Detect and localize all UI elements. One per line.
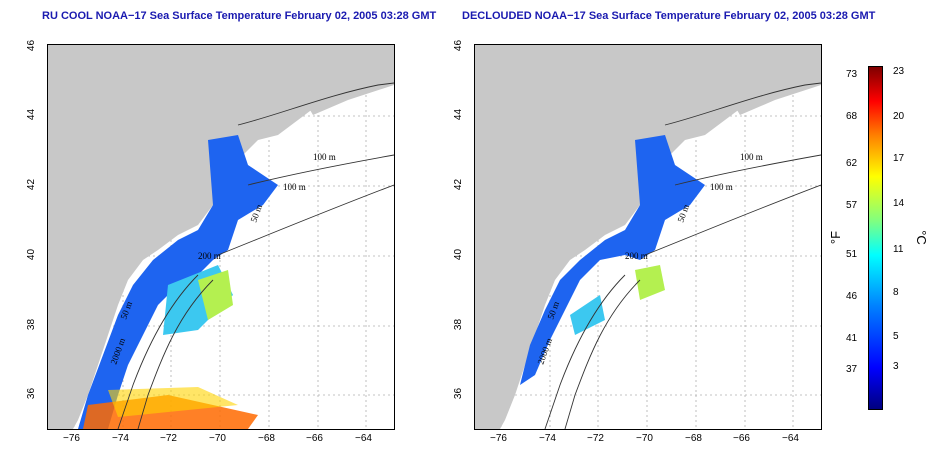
x-tick-label: −72 xyxy=(160,433,177,444)
celsius-tick: 11 xyxy=(893,244,904,255)
x-tick-label: −68 xyxy=(258,433,275,444)
y-tick-label: 38 xyxy=(453,318,465,331)
temperature-colorbar xyxy=(868,66,883,410)
nova-scotia xyxy=(725,60,821,115)
contour-label-200m: 200 m xyxy=(198,251,221,261)
y-tick-label: 44 xyxy=(26,108,38,121)
y-tick-label: 38 xyxy=(26,318,38,331)
sst-cold-water xyxy=(520,135,705,385)
sst-warm-water xyxy=(198,270,233,320)
x-tick-label: −72 xyxy=(587,433,604,444)
x-tick-label: −76 xyxy=(490,433,507,444)
contour-label-100m-east: 100 m xyxy=(710,182,733,192)
fahrenheit-tick: 37 xyxy=(846,364,858,375)
sst-map-raw-canvas: 100 m 100 m 50 m 200 m 50 m 2000 m xyxy=(48,45,394,429)
celsius-unit-label: °C xyxy=(913,230,929,245)
y-tick-label: 42 xyxy=(453,178,465,191)
contour-label-200m: 200 m xyxy=(625,251,648,261)
nova-scotia xyxy=(298,60,394,115)
fahrenheit-tick: 46 xyxy=(846,291,858,302)
bathymetry-contours xyxy=(117,82,394,429)
x-tick-label: −66 xyxy=(306,433,323,444)
fahrenheit-tick: 41 xyxy=(846,333,858,344)
y-tick-label: 42 xyxy=(26,178,38,191)
contour-label-100m-east: 100 m xyxy=(283,182,306,192)
x-tick-label: −76 xyxy=(63,433,80,444)
y-tick-label: 40 xyxy=(453,248,465,261)
fahrenheit-tick: 51 xyxy=(846,249,858,260)
celsius-tick: 23 xyxy=(893,66,905,77)
fahrenheit-tick: 57 xyxy=(846,200,858,211)
celsius-tick: 14 xyxy=(893,198,905,209)
celsius-tick: 8 xyxy=(893,287,899,298)
x-tick-label: −68 xyxy=(685,433,702,444)
sst-mid-water xyxy=(570,295,605,335)
fahrenheit-tick: 62 xyxy=(846,158,858,169)
land-mass xyxy=(475,45,821,429)
map-title-declouded: DECLOUDED NOAA−17 Sea Surface Temperatur… xyxy=(462,10,876,22)
bathymetry-contours xyxy=(544,82,821,429)
fahrenheit-tick: 73 xyxy=(846,69,858,80)
celsius-tick: 5 xyxy=(893,331,899,342)
celsius-tick: 3 xyxy=(893,361,899,372)
x-tick-label: −70 xyxy=(636,433,653,444)
y-tick-label: 46 xyxy=(26,39,38,52)
sst-yellow-speckle xyxy=(108,387,238,417)
x-tick-label: −66 xyxy=(733,433,750,444)
land-mass xyxy=(48,45,394,429)
sst-map-declouded-canvas: 100 m 100 m 50 m 200 m 50 m 2000 m xyxy=(475,45,821,429)
y-tick-label: 46 xyxy=(453,39,465,52)
y-tick-label: 36 xyxy=(453,387,465,400)
contour-label-100m-north: 100 m xyxy=(313,152,336,162)
fahrenheit-unit-label: °F xyxy=(828,230,844,245)
x-tick-label: −74 xyxy=(112,433,129,444)
fahrenheit-tick: 68 xyxy=(846,111,858,122)
y-tick-label: 40 xyxy=(26,248,38,261)
x-tick-label: −64 xyxy=(782,433,799,444)
celsius-tick: 17 xyxy=(893,153,905,164)
sst-warm-water xyxy=(635,265,665,300)
celsius-tick: 20 xyxy=(893,111,905,122)
map-title-raw: RU COOL NOAA−17 Sea Surface Temperature … xyxy=(42,10,437,22)
contour-label-100m-north: 100 m xyxy=(740,152,763,162)
sst-map-raw: 100 m 100 m 50 m 200 m 50 m 2000 m xyxy=(47,44,395,430)
x-tick-label: −64 xyxy=(355,433,372,444)
x-tick-label: −74 xyxy=(539,433,556,444)
y-tick-label: 44 xyxy=(453,108,465,121)
sst-map-declouded: 100 m 100 m 50 m 200 m 50 m 2000 m xyxy=(474,44,822,430)
x-tick-label: −70 xyxy=(209,433,226,444)
y-tick-label: 36 xyxy=(26,387,38,400)
